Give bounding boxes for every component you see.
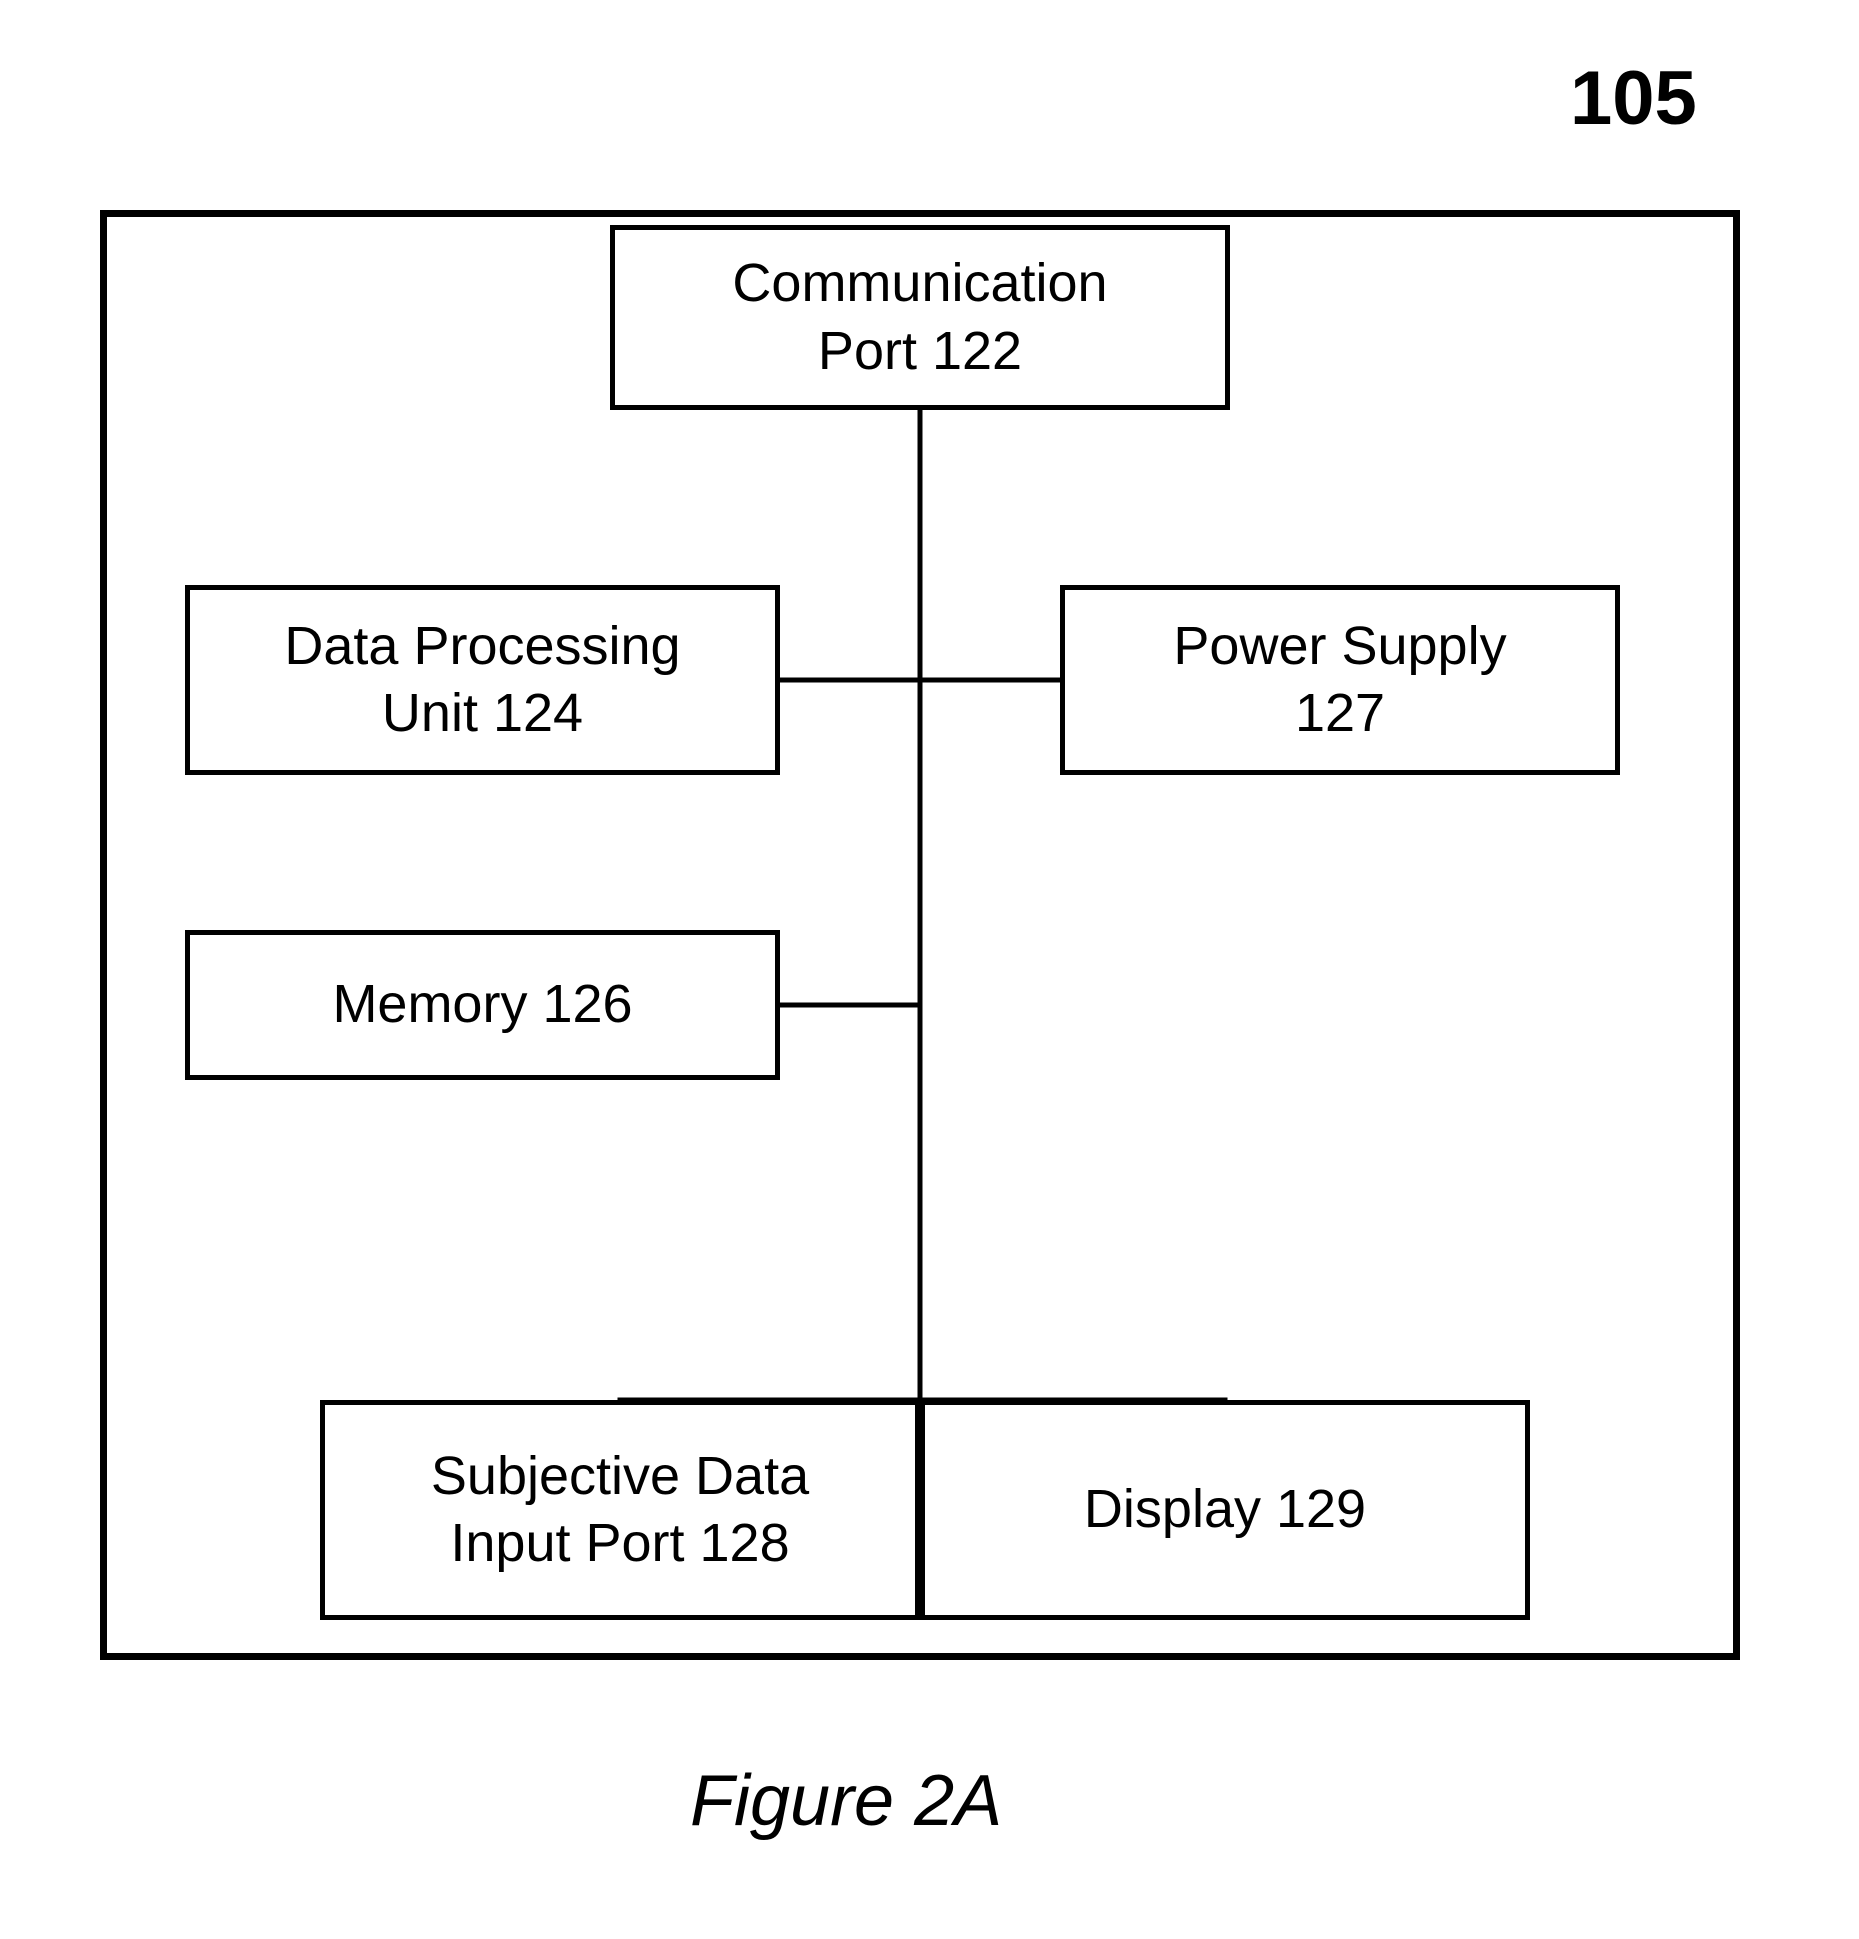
block-label-line: Display 129 bbox=[1084, 1476, 1366, 1544]
block-label-line: Port 122 bbox=[818, 318, 1022, 386]
figure-caption: Figure 2A bbox=[690, 1760, 1002, 1842]
data-processing-unit-block: Data Processing Unit 124 bbox=[185, 585, 780, 775]
block-label-line: Input Port 128 bbox=[450, 1510, 789, 1578]
block-label-line: Data Processing bbox=[284, 613, 680, 681]
block-label-line: Power Supply bbox=[1173, 613, 1506, 681]
block-label-line: Memory 126 bbox=[332, 971, 632, 1039]
block-label-line: 127 bbox=[1295, 680, 1385, 748]
power-supply-block: Power Supply 127 bbox=[1060, 585, 1620, 775]
display-block: Display 129 bbox=[920, 1400, 1530, 1620]
memory-block: Memory 126 bbox=[185, 930, 780, 1080]
block-label-line: Subjective Data bbox=[431, 1443, 809, 1511]
block-label-line: Communication bbox=[732, 250, 1107, 318]
subjective-data-input-port-block: Subjective Data Input Port 128 bbox=[320, 1400, 920, 1620]
figure-number: 105 bbox=[1570, 55, 1697, 142]
block-label-line: Unit 124 bbox=[382, 680, 583, 748]
communication-port-block: Communication Port 122 bbox=[610, 225, 1230, 410]
